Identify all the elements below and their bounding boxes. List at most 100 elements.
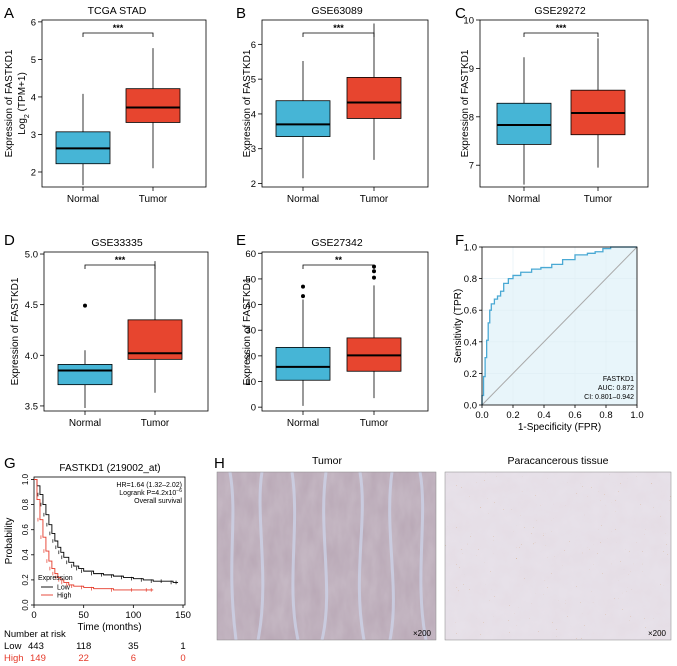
b-plot-frame: [261, 19, 429, 188]
km-risk-row-n-low: 443: [28, 641, 44, 652]
c-y-tick-label: 7: [469, 161, 474, 172]
roc-x-tick-label: 1.0: [630, 410, 643, 421]
km-legend-label-high: High: [57, 593, 72, 600]
paracancerous-magnification: ×200: [648, 629, 667, 638]
e-y-tick-label: 20: [245, 351, 256, 362]
c-x-tick-label: Tumor: [584, 194, 613, 205]
panel-letter-a: A: [4, 5, 14, 22]
roc-y-tick-label: 0.2: [464, 369, 477, 380]
e-y-tick-label: 40: [245, 300, 256, 311]
panel-letter-f: F: [455, 232, 464, 249]
b-x-tick-label: Normal: [287, 194, 319, 205]
b-y-tick-label: 2: [251, 179, 256, 190]
roc-x-tick-label: 0.6: [568, 410, 581, 421]
b-y-axis-label: Expression of FASTKD1: [242, 49, 253, 157]
km-hazard-ratio: HR=1.64 (1.32–2.02): [116, 482, 182, 489]
panel-letter-d: D: [4, 232, 15, 249]
km-y-tick-label: 0.4: [21, 549, 30, 561]
roc-x-axis-label: 1-Specificity (FPR): [518, 422, 601, 433]
km-risk-cell: 6: [131, 653, 136, 664]
a-y-axis-label: Expression of FASTKD1: [4, 49, 15, 157]
b-chart-title: GSE63089: [311, 5, 363, 17]
km-curve-high: [34, 479, 154, 591]
e-significance-stars: **: [335, 255, 343, 265]
d-significance-stars: ***: [115, 255, 126, 265]
km-risk-row-name-high: High: [4, 653, 24, 664]
c-y-tick-label: 9: [469, 64, 474, 75]
km-x-tick-label: 0: [31, 610, 36, 621]
km-x-axis-label: Time (months): [77, 622, 141, 633]
roc-x-tick-label: 0.8: [599, 410, 612, 421]
e-chart-title: GSE27342: [311, 237, 363, 249]
roc-legend-text: FASTKD1: [603, 376, 634, 383]
d-box-normal: [57, 364, 113, 386]
paracancerous-histology-image: ×200: [444, 471, 672, 641]
km-risk-row-n-high: 149: [30, 653, 46, 664]
a-y-tick-label: 6: [31, 17, 36, 28]
tumor-histology-image: ×200: [216, 471, 437, 641]
d-x-tick-label: Normal: [69, 418, 101, 429]
b-box-normal: [275, 100, 331, 137]
km-plot-frame: [33, 476, 186, 606]
boxplot-gse29272: GSE29272 7 8 9 10 Expression of FASTKD1 Normal…: [460, 5, 649, 205]
e-outlier-point: [301, 294, 305, 299]
histology-panel: Tumor Paracancerous tissue ×200 ×200: [216, 455, 672, 641]
km-risk-cell: 35: [128, 641, 139, 652]
a-significance-stars: ***: [113, 23, 124, 33]
a-plot-frame: [41, 19, 207, 188]
d-y-axis-label: Expression of FASTKD1: [10, 277, 21, 385]
km-endpoint-label: Overall survival: [134, 498, 182, 505]
km-x-tick-label: 50: [78, 610, 89, 621]
km-risk-cell: 1: [180, 641, 185, 652]
e-plot-frame: [261, 251, 429, 412]
km-y-tick-label: 0.2: [21, 574, 30, 586]
a-chart-title: TCGA STAD: [88, 5, 147, 17]
roc-diagonal-reference: [481, 246, 638, 406]
d-x-tick-label: Tumor: [141, 418, 170, 429]
b-y-tick-label: 6: [251, 40, 256, 51]
a-y-axis-units-sub: 2: [24, 114, 31, 118]
km-risk-cell: 118: [76, 641, 91, 652]
b-significance-bracket: [302, 32, 375, 37]
boxplot-tcga-stad: TCGA STAD 2 3 4 5 6 Expression of FASTKD1 Log2 …: [4, 5, 207, 205]
km-x-tick-label: 150: [175, 610, 191, 621]
boxplot-gse27342: GSE27342 0 10 20 30 40 50 60 Expression of FASTK…: [242, 237, 429, 429]
km-chart-title: FASTKD1 (219002_at): [59, 463, 160, 474]
roc-y-tick-label: 1.0: [464, 243, 477, 254]
km-risk-table-title: Number at risk: [4, 629, 66, 640]
kaplan-meier-chart: FASTKD1 (219002_at) 0 50 100 150 0.0 0.2 0.4 0.6…: [4, 463, 191, 664]
roc-plot-frame: [481, 246, 638, 406]
km-logrank-p-value: Logrank P=4.2x10: [119, 490, 176, 497]
roc-x-tick-label: 0.2: [506, 410, 519, 421]
c-y-tick-label: 8: [469, 112, 474, 123]
km-legend-label-low: Low: [57, 585, 71, 592]
b-y-tick-label: 5: [251, 75, 256, 86]
e-y-tick-label: 0: [251, 403, 256, 414]
d-significance-bracket: [84, 264, 156, 269]
roc-curve-chart: 0.0 0.2 0.4 0.6 0.8 1.0 0.0 0.2 0.4 0.6 0.8 1.0 1-Sp…: [453, 243, 644, 434]
km-y-tick-label: 0.6: [21, 524, 30, 536]
a-y-tick-label: 3: [31, 130, 36, 141]
a-box-tumor: [125, 88, 181, 123]
d-outlier-point: [83, 303, 87, 308]
e-x-tick-label: Tumor: [360, 418, 389, 429]
d-y-tick-label: 4.5: [25, 300, 38, 311]
histology-right-title: Paracancerous tissue: [508, 455, 609, 467]
a-y-tick-label: 2: [31, 167, 36, 178]
roc-y-tick-label: 0.4: [464, 337, 477, 348]
km-risk-cell: 0: [180, 653, 185, 664]
roc-legend-text: CI: 0.801–0.942: [584, 394, 634, 401]
c-plot-frame: [479, 19, 649, 188]
roc-x-tick-label: 0.0: [475, 410, 488, 421]
km-logrank-p-exponent: −6: [176, 488, 182, 494]
a-y-axis-units-log: Log: [17, 118, 28, 135]
boxplot-gse33335: GSE33335 3.5 4.0 4.5 5.0 Expression of FASTKD…: [10, 237, 209, 429]
d-y-tick-label: 5.0: [25, 250, 38, 261]
e-box-normal: [275, 346, 331, 381]
km-logrank-p: Logrank P=4.2x10−6: [119, 488, 182, 497]
d-plot-frame: [43, 251, 209, 412]
a-y-axis-units-rest: (TPM+1): [17, 72, 28, 114]
c-chart-title: GSE29272: [534, 5, 586, 17]
b-x-tick-label: Tumor: [360, 194, 389, 205]
